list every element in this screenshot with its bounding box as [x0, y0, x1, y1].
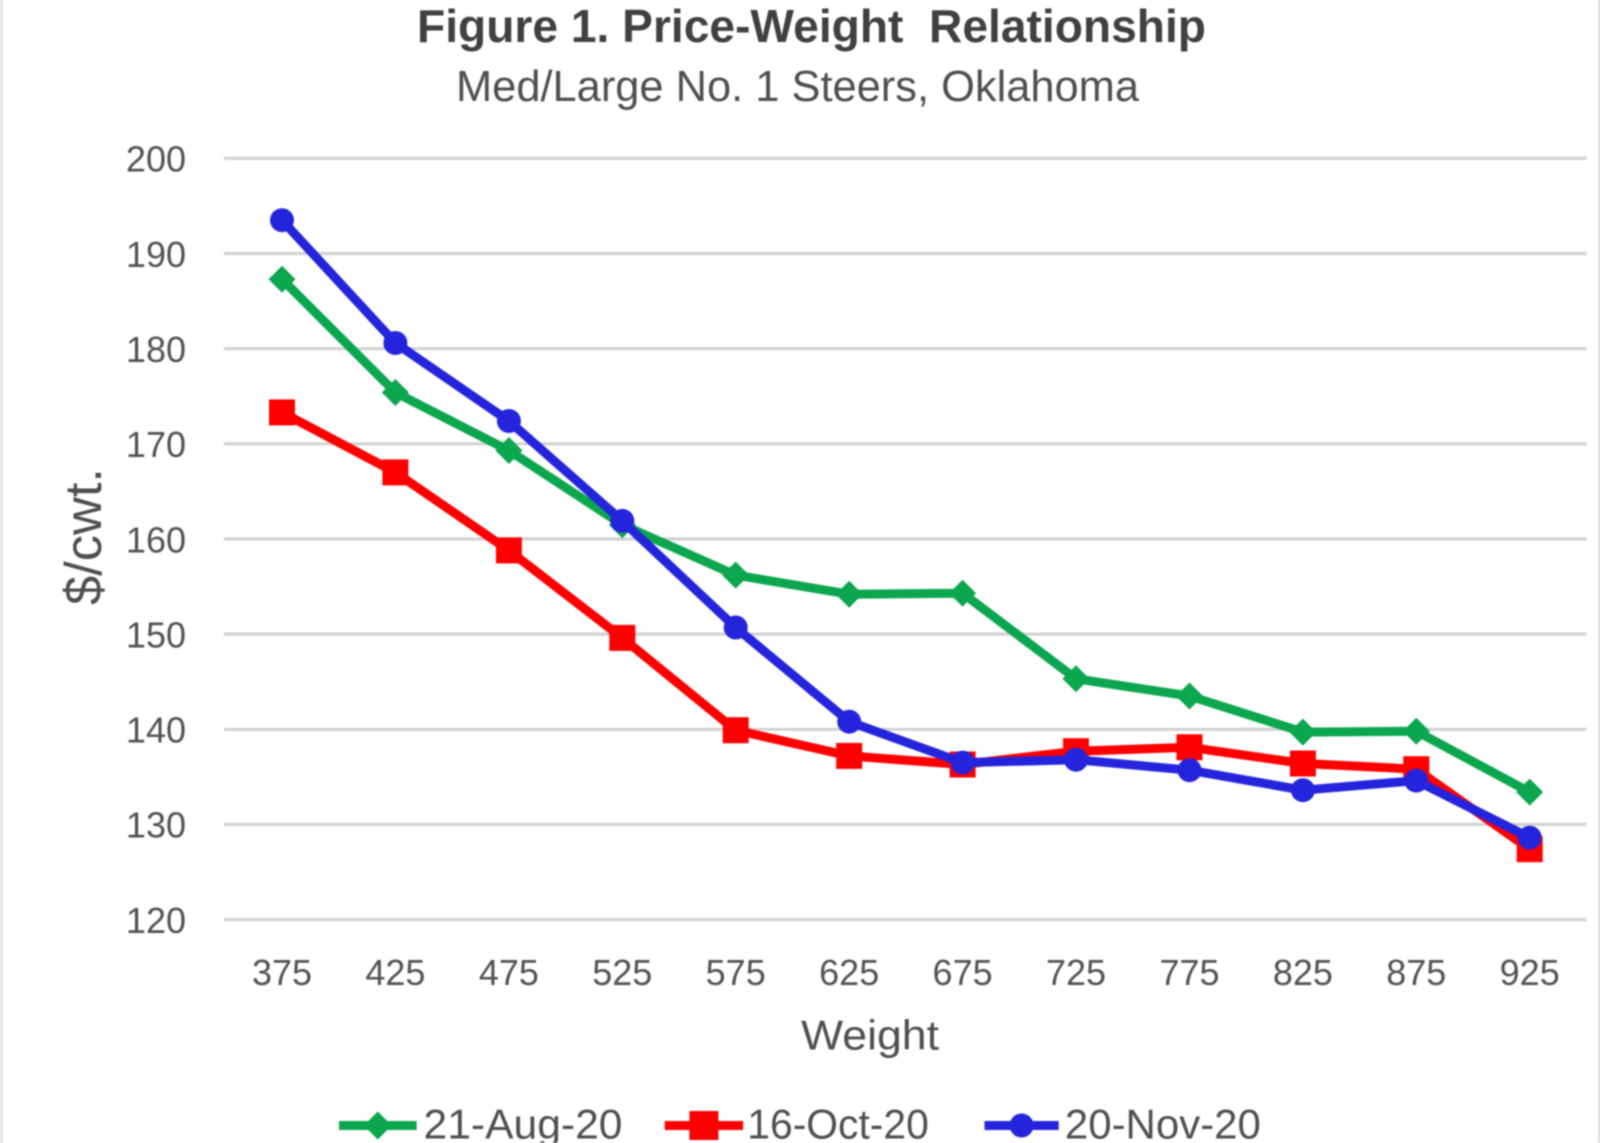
svg-text:425: 425	[365, 952, 425, 993]
svg-text:625: 625	[819, 952, 879, 993]
svg-text:140: 140	[126, 710, 186, 751]
svg-text:150: 150	[126, 614, 186, 655]
svg-text:16-Oct-20: 16-Oct-20	[747, 1101, 929, 1143]
svg-text:475: 475	[479, 952, 539, 993]
svg-text:130: 130	[126, 805, 186, 846]
svg-text:525: 525	[592, 952, 652, 993]
svg-text:190: 190	[126, 234, 186, 275]
svg-text:725: 725	[1046, 952, 1106, 993]
svg-text:20-Nov-20: 20-Nov-20	[1065, 1101, 1261, 1143]
svg-text:575: 575	[706, 952, 766, 993]
svg-text:170: 170	[126, 424, 186, 465]
svg-text:675: 675	[933, 952, 993, 993]
svg-text:180: 180	[126, 329, 186, 370]
svg-text:Figure 1. Price-Weight Relati: Figure 1. Price-Weight Relationship	[417, 0, 1206, 52]
svg-text:200: 200	[126, 139, 186, 180]
svg-text:160: 160	[126, 519, 186, 560]
svg-text:775: 775	[1159, 952, 1219, 993]
svg-text:375: 375	[252, 952, 312, 993]
svg-text:925: 925	[1500, 952, 1560, 993]
svg-text:Med/Large No. 1 Steers, Oklaho: Med/Large No. 1 Steers, Oklahoma	[456, 62, 1140, 111]
svg-text:120: 120	[126, 900, 186, 941]
svg-text:825: 825	[1273, 952, 1333, 993]
svg-text:Weight: Weight	[801, 1012, 939, 1059]
svg-text:21-Aug-20: 21-Aug-20	[424, 1101, 623, 1143]
svg-text:875: 875	[1386, 952, 1446, 993]
svg-text:$/cwt.: $/cwt.	[55, 468, 113, 605]
